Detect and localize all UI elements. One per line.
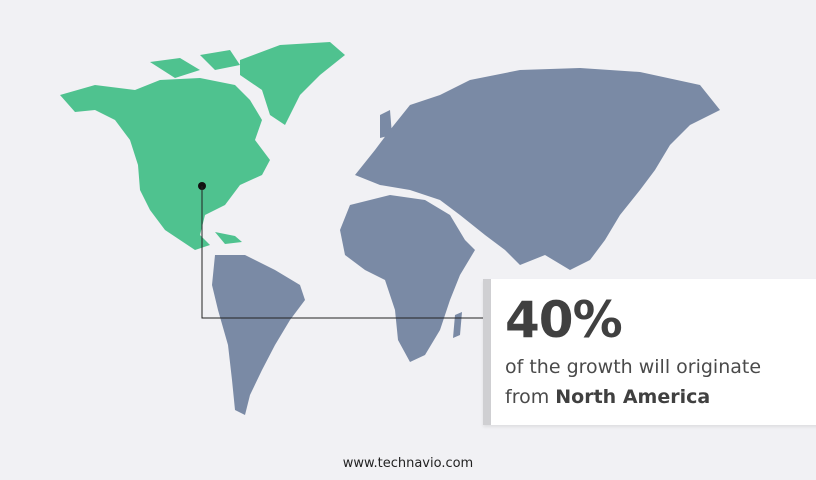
region-name: North America — [555, 386, 711, 408]
south-america-shape — [212, 255, 305, 415]
highlight-card: 40% of the growth will originate from No… — [483, 279, 816, 425]
growth-percentage: 40% — [505, 291, 623, 349]
madagascar-shape — [453, 312, 462, 338]
africa-shape — [340, 195, 475, 362]
growth-region-line: from North America — [505, 386, 710, 408]
callout-line — [201, 186, 483, 319]
uk-shape — [380, 110, 392, 138]
region-prefix: from — [505, 386, 550, 408]
website-footer: www.technavio.com — [342, 456, 474, 471]
europe-asia-shape — [355, 68, 720, 270]
growth-description: of the growth will originate — [505, 356, 762, 378]
north-america-region — [60, 42, 345, 250]
